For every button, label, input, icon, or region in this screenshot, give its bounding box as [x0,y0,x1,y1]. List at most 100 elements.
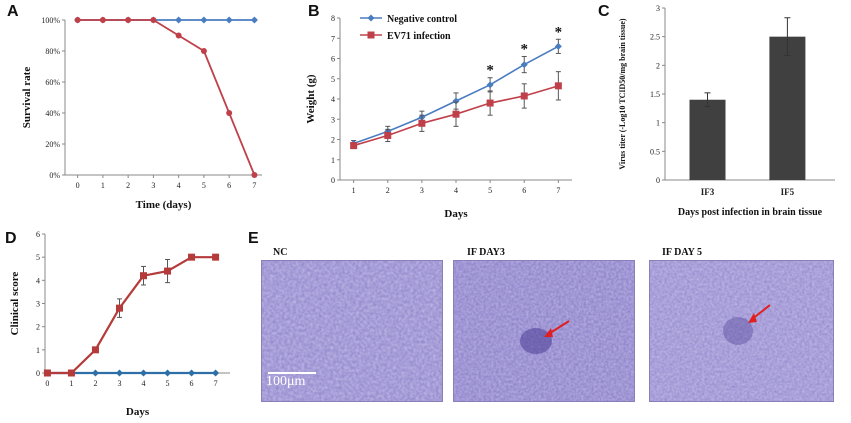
B-legend-label-0: Negative control [387,14,457,25]
A-series-line-1 [77,19,256,176]
C-y-axis-title: Virus titer (-Log10 TCID50/mg brain tiss… [618,18,627,170]
D-xtick-label: 5 [166,379,170,388]
B-series-point-1 [486,99,494,107]
scale-bar [268,372,316,374]
A-xtick-label: 3 [151,181,155,190]
B-series-point-1 [384,131,392,139]
B-series-point-1 [520,92,528,100]
B-series-point-1 [554,82,562,90]
A-series-point-1 [251,172,258,178]
D-series-point-1 [140,272,148,280]
D-series-point-1 [91,346,99,354]
C-x-axis-title: Days post infection in brain tissue [678,207,823,218]
B-series-point-0 [486,81,494,89]
B-significance-star: * [555,24,563,40]
A-ytick-label: 40% [45,109,60,118]
B-ytick-label: 5 [331,75,335,84]
B-significance-star: * [520,41,528,57]
A-x-axis-title: Time (days) [136,199,192,211]
B-series-point-1 [418,119,426,127]
D-series-point-1 [43,369,51,377]
D-xtick-label: 0 [45,379,49,388]
D-series-point-0 [212,369,220,377]
C-ytick-label: 3 [656,4,660,13]
B-legend-marker-1 [367,31,375,39]
A-xtick-label: 5 [202,181,206,190]
C-ytick-label: 2.5 [650,33,660,42]
A-xtick-label: 4 [177,181,181,190]
C-category-label-IF5: IF5 [781,187,795,197]
A-series-point-0 [250,16,258,24]
chart-b-weight: 0 1 2 3 4 5 6 7 8 1 2 3 4 5 6 7 Days Weight (g) Negative c… [305,14,572,220]
C-ytick-label: 2 [656,61,660,70]
B-ytick-label: 8 [331,14,335,23]
micrograph-if-day5-image [650,261,833,401]
D-series-point-1 [188,253,196,261]
D-series-point-1 [164,267,172,275]
scale-bar-label: 100μm [266,374,306,389]
A-series-point-1 [200,48,207,54]
micro-label-nc: NC [273,247,288,258]
micrograph-if-day3-image [454,261,634,401]
micro-label-day5: IF DAY 5 [662,247,703,258]
D-series-point-0 [91,369,99,377]
B-xtick-label: 6 [522,186,526,195]
A-xtick-label: 1 [101,181,105,190]
A-series-point-1 [175,32,182,39]
A-series-point-0 [175,16,183,24]
B-xtick-label: 3 [420,186,424,195]
A-y-axis-title: Survival rate [21,67,33,129]
B-series-point-0 [520,61,528,69]
D-ytick-label: 5 [36,253,40,262]
A-series-point-1 [99,17,106,23]
panel-label-d: D [5,230,17,247]
chart-c-virus-titer: 0 0.5 1 1.5 2 2.5 3 IF3 IF5 Days post infection i… [618,4,835,218]
A-ytick-label: 20% [45,140,60,149]
A-series-point-0 [200,16,208,24]
A-xtick-label: 0 [76,181,80,190]
C-ytick-label: 0.5 [650,147,660,156]
D-series-line-1 [47,256,216,375]
A-series-point-0 [225,16,233,24]
B-xtick-label: 2 [386,186,390,195]
C-ytick-label: 1.5 [650,90,660,99]
B-ytick-label: 1 [331,156,335,165]
B-xtick-label: 4 [454,186,458,195]
micrograph-nc-image [262,261,442,401]
micrograph-if-day5 [649,260,834,402]
panel-label-b: B [308,3,320,20]
D-xtick-label: 4 [142,379,146,388]
chart-a-survival: 0% 20% 40% 60% 80% 100% 0 1 2 3 4 5 6 7 Time (days) Sur… [21,16,262,211]
C-bar-IF3 [689,99,726,180]
B-xtick-label: 5 [488,186,492,195]
B-ytick-label: 3 [331,115,335,124]
C-category-label-IF3: IF3 [701,187,715,197]
B-legend-marker-0 [367,14,375,22]
D-x-axis-title: Days [126,406,150,418]
B-y-axis-title: Weight (g) [305,74,317,124]
D-xtick-label: 6 [190,379,194,388]
A-ytick-label: 80% [45,47,60,56]
B-x-axis-title: Days [444,208,468,220]
D-series-point-0 [140,369,148,377]
panel-label-a: A [7,3,19,20]
B-series-point-1 [452,110,460,118]
B-xtick-label: 1 [352,186,356,195]
D-series-point-0 [115,369,123,377]
B-ytick-label: 4 [331,95,335,104]
panel-label-e: E [248,230,259,247]
A-series-point-1 [150,17,157,23]
D-ytick-label: 6 [36,230,40,239]
A-xtick-label: 2 [126,181,130,190]
micrograph-nc [261,260,443,402]
D-series-point-1 [212,253,220,261]
D-y-axis-title: Clinical score [9,272,21,336]
C-ytick-label: 0 [656,176,660,185]
D-series-point-0 [164,369,172,377]
A-series-point-1 [125,17,132,23]
D-series-point-1 [115,304,123,312]
D-series-point-1 [67,369,75,377]
A-ytick-label: 60% [45,78,60,87]
B-ytick-label: 6 [331,55,335,64]
B-series-point-0 [554,42,562,50]
